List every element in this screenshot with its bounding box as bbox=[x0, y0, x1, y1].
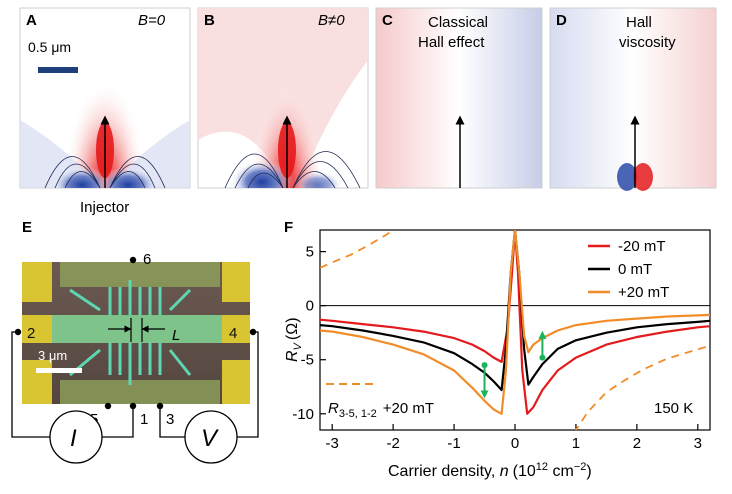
x-tick-label: -2 bbox=[386, 435, 399, 452]
plot-frame bbox=[319, 229, 711, 431]
device-scalebar bbox=[36, 368, 82, 373]
temperature-label: 150 K bbox=[654, 400, 693, 417]
y-tick-label: 0 bbox=[306, 298, 314, 315]
panel-b-field: B≠0 bbox=[318, 12, 345, 29]
x-axis: -3 -2 -1 0 1 2 3 bbox=[326, 424, 702, 452]
contact-dots bbox=[14, 256, 257, 410]
panel-a-scalebar bbox=[38, 67, 78, 73]
legend-label-orange: +20 mT bbox=[618, 284, 669, 301]
panel-a: A B=0 0.5 μm Injector bbox=[19, 7, 191, 216]
series-dashed-line bbox=[574, 344, 710, 430]
x-tick-label: -1 bbox=[447, 435, 460, 452]
panel-a-letter: A bbox=[26, 12, 37, 29]
y-tick-label: -5 bbox=[301, 352, 314, 369]
measurement-wiring bbox=[11, 331, 259, 438]
panel-a-red-jet bbox=[67, 40, 143, 188]
panel-a-contours bbox=[44, 156, 166, 188]
panel-c-title-1: Classical bbox=[428, 14, 488, 31]
panel-b-right-lobe bbox=[294, 171, 342, 188]
contact-2: 2 bbox=[27, 325, 35, 342]
panel-d-blue-spot bbox=[617, 163, 637, 191]
series-line-plus20mT bbox=[320, 230, 710, 415]
panel-a-scale-label: 0.5 μm bbox=[28, 39, 71, 55]
contact-1: 1 bbox=[140, 411, 148, 428]
panel-a-injector-label: Injector bbox=[80, 199, 129, 216]
green-arrows bbox=[480, 330, 547, 399]
series-layer bbox=[320, 230, 710, 430]
y-tick-label: 5 bbox=[306, 244, 314, 261]
x-tick-label: 1 bbox=[572, 435, 580, 452]
panel-d-red-spot bbox=[633, 163, 653, 191]
voltmeter bbox=[184, 410, 238, 464]
panel-e-letter: E bbox=[22, 219, 32, 236]
panel-e: E L 3 μm bbox=[11, 219, 259, 464]
series-line-0mT bbox=[320, 230, 710, 392]
contact-4: 4 bbox=[229, 325, 237, 342]
contact-6: 6 bbox=[143, 251, 151, 268]
annotation: R3-5, 1-2 +20 mT bbox=[328, 400, 434, 420]
series-line-minus20mT bbox=[320, 230, 710, 415]
legend-label-red: -20 mT bbox=[618, 238, 666, 255]
device-leads bbox=[22, 262, 250, 404]
y-tick-label: -10 bbox=[292, 406, 314, 423]
x-tick-label: -3 bbox=[326, 435, 339, 452]
panel-d-letter: D bbox=[556, 12, 567, 29]
contact-3: 3 bbox=[166, 411, 174, 428]
panel-c: C Classical Hall effect bbox=[375, 7, 543, 189]
panel-d-frame bbox=[549, 7, 717, 189]
legend: -20 mT 0 mT +20 mT bbox=[588, 238, 669, 301]
legend-label-black: 0 mT bbox=[618, 261, 652, 278]
x-tick-label: 0 bbox=[511, 435, 519, 452]
length-label: L bbox=[172, 327, 180, 344]
panel-f: F 50-5-10 -3 -2 -1 0 1 2 3 RV(Ω) Carrier densi… bbox=[284, 219, 711, 480]
panel-b-letter: B bbox=[204, 12, 215, 29]
current-symbol: I bbox=[70, 425, 77, 452]
panel-b: B B≠0 bbox=[197, 7, 369, 189]
green-arrow-dot bbox=[539, 354, 546, 361]
series-dashed-line bbox=[320, 230, 395, 269]
panel-c-letter: C bbox=[382, 12, 393, 29]
current-source bbox=[49, 410, 103, 464]
x-tick-label: 3 bbox=[694, 435, 702, 452]
panel-d-title-1: Hall bbox=[626, 14, 652, 31]
panel-d-title-2: viscosity bbox=[619, 34, 676, 51]
graphene-channel bbox=[22, 315, 250, 343]
x-tick-label: 2 bbox=[633, 435, 641, 452]
panel-f-letter: F bbox=[284, 219, 293, 236]
y-axis-label: RV(Ω) bbox=[284, 317, 304, 362]
panel-b-contours bbox=[224, 151, 361, 188]
green-arrow-dot bbox=[481, 362, 488, 369]
panel-c-title-2: Hall effect bbox=[418, 34, 485, 51]
panel-a-field: B=0 bbox=[138, 12, 166, 29]
voltage-symbol: V bbox=[201, 425, 219, 452]
device-scale-label: 3 μm bbox=[38, 348, 67, 363]
panel-c-frame bbox=[375, 7, 543, 189]
x-axis-label: Carrier density, n (1012 cm−2) bbox=[388, 461, 592, 480]
panel-d: D Hall viscosity bbox=[549, 7, 717, 191]
